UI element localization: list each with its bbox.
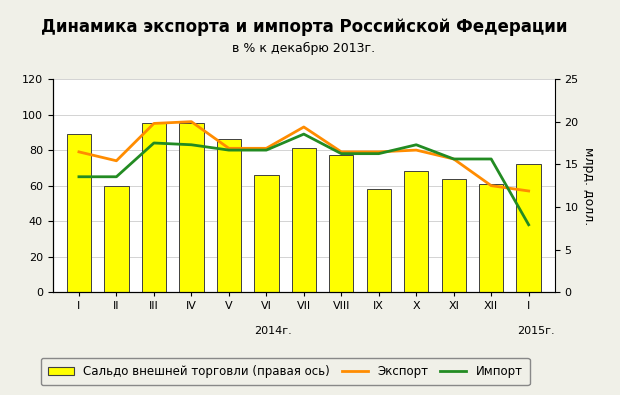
Text: в % к декабрю 2013г.: в % к декабрю 2013г. [232, 41, 375, 55]
Bar [216, 139, 241, 292]
Bar [329, 155, 353, 292]
Legend: Сальдо внешней торговли (правая ось), Экспорт, Импорт: Сальдо внешней торговли (правая ось), Эк… [41, 358, 529, 385]
Bar [142, 123, 166, 292]
Bar [67, 134, 91, 292]
Bar [291, 148, 316, 292]
Y-axis label: млрд. долл.: млрд. долл. [582, 147, 595, 225]
Bar [366, 189, 391, 292]
Text: 2015г.: 2015г. [518, 326, 555, 336]
Text: Динамика экспорта и импорта Российской Федерации: Динамика экспорта и импорта Российской Ф… [40, 18, 567, 36]
Bar [104, 186, 128, 292]
Bar [479, 184, 503, 292]
Bar [441, 179, 466, 292]
Bar [179, 123, 203, 292]
Bar [254, 175, 278, 292]
Bar [516, 164, 541, 292]
Bar [404, 171, 428, 292]
Text: 2014г.: 2014г. [254, 326, 291, 336]
